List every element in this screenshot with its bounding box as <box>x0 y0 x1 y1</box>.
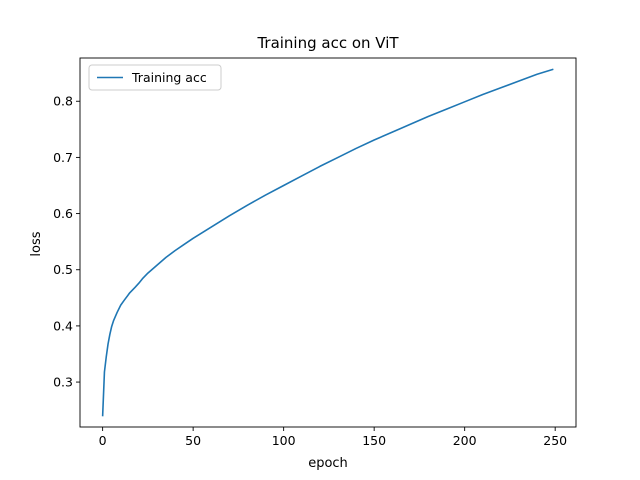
legend-box <box>88 64 222 91</box>
legend: Training acc <box>88 64 222 91</box>
x-tick-label: 100 <box>272 433 296 448</box>
y-tick-label: 0.4 <box>53 318 73 333</box>
axes-frame <box>79 57 577 428</box>
y-tick-label: 0.3 <box>53 375 73 390</box>
x-axis-label: epoch <box>308 456 348 471</box>
y-tick-label: 0.6 <box>53 206 73 221</box>
x-tick-label: 50 <box>185 433 201 448</box>
x-tick-label: 200 <box>453 433 477 448</box>
legend-label: Training acc <box>131 70 207 85</box>
plot-area <box>101 68 554 417</box>
y-axis-label: loss <box>29 231 44 256</box>
x-tick-label: 150 <box>362 433 386 448</box>
x-tick-label: 250 <box>543 433 567 448</box>
y-tick-label: 0.5 <box>53 262 73 277</box>
x-tick-label: 0 <box>99 433 107 448</box>
chart-title: Training acc on ViT <box>256 34 399 52</box>
y-tick-label: 0.7 <box>53 150 73 165</box>
axes: 0 50 100 150 200 250 0.3 0.4 0.5 0.6 0.7 0.8 <box>53 57 577 448</box>
y-tick-label: 0.8 <box>53 94 73 109</box>
series-line-0 <box>101 68 554 417</box>
